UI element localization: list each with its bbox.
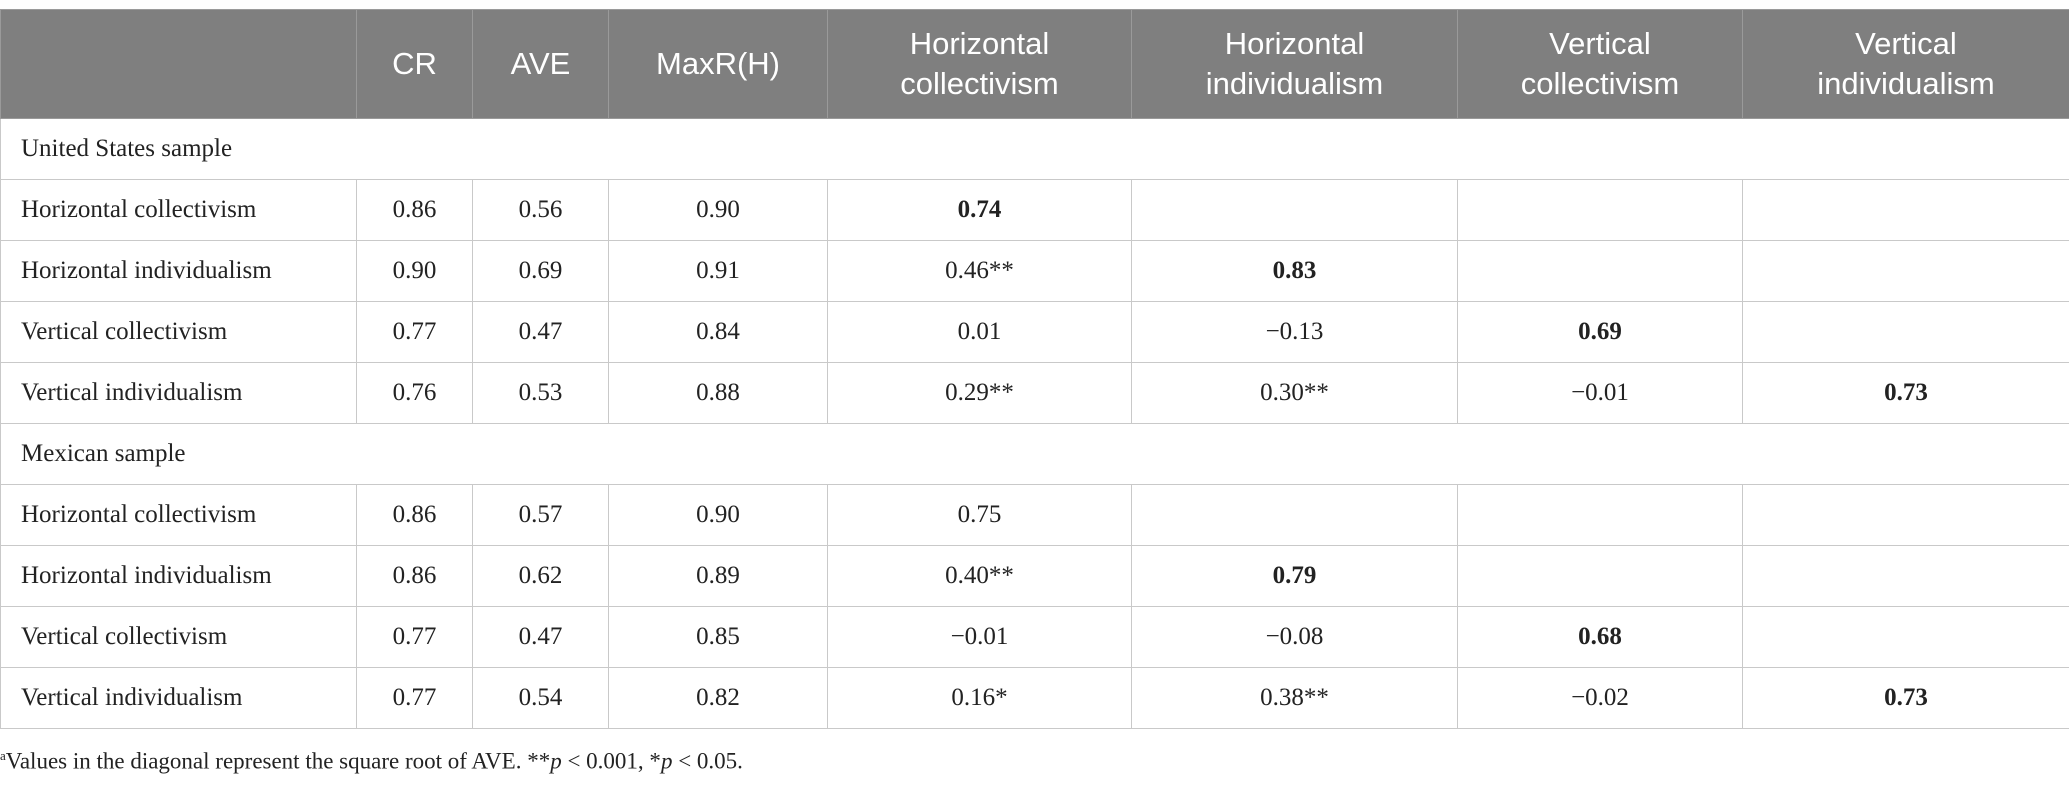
cell: 0.88 — [608, 362, 828, 424]
header-cell: Vertical collectivism — [1457, 9, 1743, 119]
row-label: Vertical individualism — [0, 667, 357, 729]
cell: 0.89 — [608, 545, 828, 607]
section-row: United States sample — [0, 118, 2069, 180]
table-row: Vertical collectivism 0.77 0.47 0.85 −0.01 −0… — [0, 606, 2069, 668]
table-row: Horizontal individualism 0.90 0.69 0.91 0.46… — [0, 240, 2069, 302]
cell: 0.62 — [472, 545, 609, 607]
empty-cell — [1742, 484, 2069, 546]
cell: 0.30** — [1131, 362, 1458, 424]
cell: 0.90 — [356, 240, 473, 302]
footnote-marker: a — [0, 748, 6, 763]
cell: −0.01 — [827, 606, 1132, 668]
cell: 0.47 — [472, 606, 609, 668]
cell: 0.38** — [1131, 667, 1458, 729]
header-row: CR AVE MaxR(H) Horizontal collectivism Horiz… — [0, 9, 2069, 119]
cell: 0.90 — [608, 179, 828, 241]
row-label: Horizontal individualism — [0, 545, 357, 607]
section-row: Mexican sample — [0, 423, 2069, 485]
cell: 0.40** — [827, 545, 1132, 607]
cell: 0.76 — [356, 362, 473, 424]
empty-cell — [1131, 179, 1458, 241]
footnote: aValues in the diagonal represent the sq… — [0, 748, 743, 775]
cell: 0.54 — [472, 667, 609, 729]
empty-cell — [1742, 179, 2069, 241]
cell: 0.86 — [356, 545, 473, 607]
cell: −0.01 — [1457, 362, 1743, 424]
cell: 0.90 — [608, 484, 828, 546]
table-row: Vertical individualism 0.77 0.54 0.82 0.16* 0… — [0, 667, 2069, 729]
footnote-text: < 0.001, * — [561, 748, 661, 774]
cell: 0.68 — [1457, 606, 1743, 668]
cell: 0.75 — [827, 484, 1132, 546]
row-label: Horizontal collectivism — [0, 179, 357, 241]
cell: 0.73 — [1742, 362, 2069, 424]
section-title: United States sample — [0, 118, 2069, 180]
footnote-text: < 0.05. — [672, 748, 743, 774]
cell: −0.13 — [1131, 301, 1458, 363]
table-row: Horizontal collectivism 0.86 0.57 0.90 0.75 — [0, 484, 2069, 546]
header-cell: Vertical individualism — [1742, 9, 2069, 119]
empty-cell — [1742, 606, 2069, 668]
section-title: Mexican sample — [0, 423, 2069, 485]
row-label: Vertical collectivism — [0, 606, 357, 668]
table-row: Horizontal collectivism 0.86 0.56 0.90 0.74 — [0, 179, 2069, 241]
empty-cell — [1457, 240, 1743, 302]
empty-cell — [1742, 240, 2069, 302]
cell: 0.69 — [1457, 301, 1743, 363]
cell: 0.56 — [472, 179, 609, 241]
table-row: Horizontal individualism 0.86 0.62 0.89 0.40… — [0, 545, 2069, 607]
cell: 0.74 — [827, 179, 1132, 241]
cell: 0.29** — [827, 362, 1132, 424]
empty-cell — [1457, 484, 1743, 546]
empty-cell — [1742, 301, 2069, 363]
cell: 0.57 — [472, 484, 609, 546]
header-cell: Horizontal collectivism — [827, 9, 1132, 119]
row-label: Horizontal individualism — [0, 240, 357, 302]
header-cell — [0, 9, 357, 119]
cell: 0.46** — [827, 240, 1132, 302]
footnote-text: p — [660, 748, 673, 774]
header-cell: Horizontal individualism — [1131, 9, 1458, 119]
cell: 0.16* — [827, 667, 1132, 729]
footnote-text: Values in the diagonal represent the squ… — [5, 748, 551, 774]
empty-cell — [1131, 484, 1458, 546]
cell: −0.02 — [1457, 667, 1743, 729]
empty-cell — [1457, 545, 1743, 607]
table-row: Vertical collectivism 0.77 0.47 0.84 0.01 −0.… — [0, 301, 2069, 363]
cell: 0.84 — [608, 301, 828, 363]
table-body: United States sample Horizontal collectiv… — [0, 118, 2069, 729]
cell: 0.77 — [356, 301, 473, 363]
cell: 0.83 — [1131, 240, 1458, 302]
header-cell: CR — [356, 9, 473, 119]
cell: 0.85 — [608, 606, 828, 668]
cell: 0.73 — [1742, 667, 2069, 729]
empty-cell — [1457, 179, 1743, 241]
cell: 0.53 — [472, 362, 609, 424]
cell: 0.79 — [1131, 545, 1458, 607]
table-row: Vertical individualism 0.76 0.53 0.88 0.29**… — [0, 362, 2069, 424]
cell: 0.69 — [472, 240, 609, 302]
footnote-text: p — [550, 748, 562, 774]
cell: 0.77 — [356, 667, 473, 729]
cell: 0.86 — [356, 179, 473, 241]
row-label: Vertical individualism — [0, 362, 357, 424]
header-cell: MaxR(H) — [608, 9, 828, 119]
cell: 0.47 — [472, 301, 609, 363]
cell: 0.91 — [608, 240, 828, 302]
empty-cell — [1742, 545, 2069, 607]
row-label: Vertical collectivism — [0, 301, 357, 363]
cell: −0.08 — [1131, 606, 1458, 668]
cell: 0.86 — [356, 484, 473, 546]
cell: 0.01 — [827, 301, 1132, 363]
table: CR AVE MaxR(H) Horizontal collectivism Horiz… — [0, 9, 2069, 729]
cell: 0.82 — [608, 667, 828, 729]
row-label: Horizontal collectivism — [0, 484, 357, 546]
cell: 0.77 — [356, 606, 473, 668]
header-cell: AVE — [472, 9, 609, 119]
